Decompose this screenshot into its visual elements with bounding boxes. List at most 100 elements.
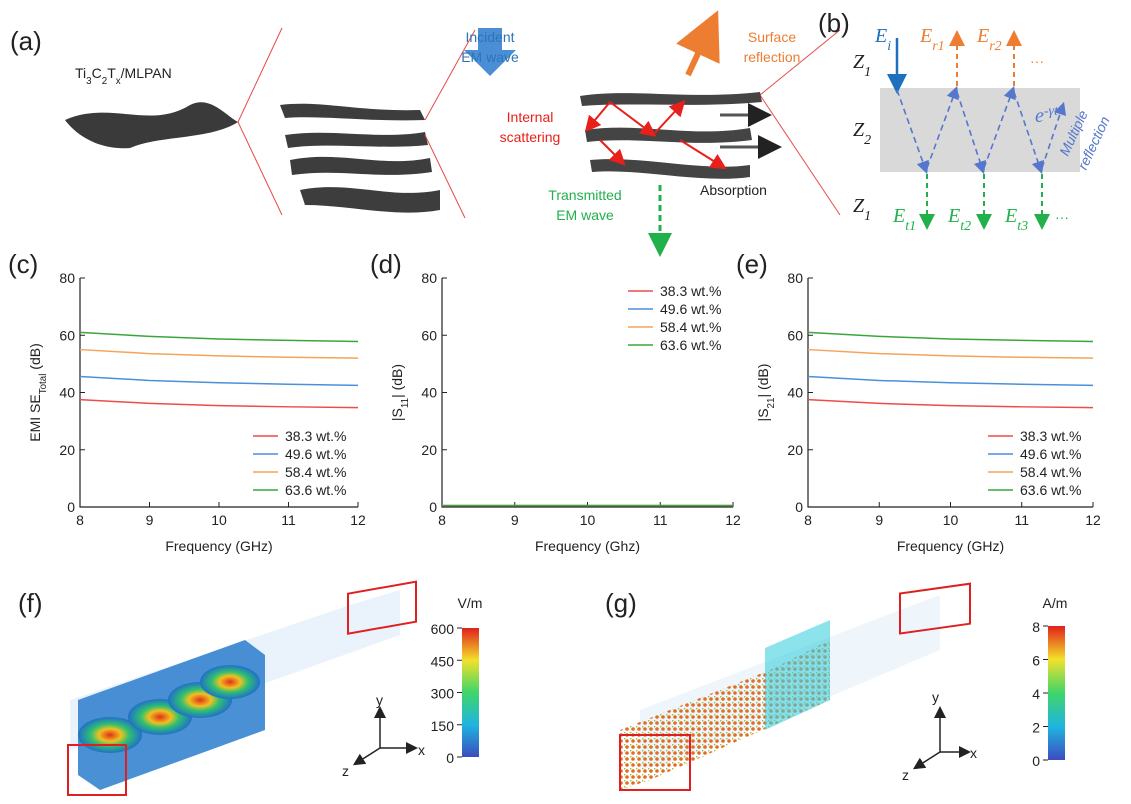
x-tick-label: 9 xyxy=(875,512,883,528)
text-part: T xyxy=(107,65,116,81)
x-tick-label: 9 xyxy=(511,512,519,528)
text-part: C xyxy=(92,65,102,81)
colorbar-unit: V/m xyxy=(458,595,483,611)
colorbar xyxy=(1048,626,1065,760)
scatter-arrows xyxy=(584,100,727,170)
transmitted-label: EM wave xyxy=(556,207,614,223)
e-label: Et1 xyxy=(892,205,916,234)
layer xyxy=(880,88,1080,172)
y-tick-label: 40 xyxy=(59,385,75,401)
x-tick-label: 12 xyxy=(350,512,366,528)
legend-label: 63.6 wt.% xyxy=(660,337,721,353)
x-tick-label: 8 xyxy=(804,512,812,528)
x-tick-label: 12 xyxy=(725,512,741,528)
text-part: /MLPAN xyxy=(121,65,172,81)
incident-label: EM wave xyxy=(461,49,519,65)
axis-label: z xyxy=(342,763,349,779)
bounce-arrows xyxy=(896,85,1067,175)
text-part: 2 xyxy=(864,133,871,148)
text-part: t2 xyxy=(960,219,971,234)
legend-label: 63.6 wt.% xyxy=(285,482,346,498)
axes-icon xyxy=(912,706,971,770)
y-tick-label: 20 xyxy=(421,442,437,458)
absorption-arrows xyxy=(720,103,782,159)
legend-label: 58.4 wt.% xyxy=(660,319,721,335)
legend-label: 49.6 wt.% xyxy=(660,301,721,317)
y-axis-label: EMI SETotal (dB) xyxy=(27,343,49,442)
text-part: Z xyxy=(853,195,865,217)
y-tick-label: 20 xyxy=(59,442,75,458)
colorbar-tick-label: 300 xyxy=(431,686,455,702)
text-part: EMI SE xyxy=(27,394,43,441)
y-tick-label: 40 xyxy=(421,385,437,401)
series-line xyxy=(807,398,1094,409)
text-part: r2 xyxy=(989,39,1001,54)
series-line xyxy=(807,348,1094,359)
legend-label: 38.3 wt.% xyxy=(285,428,346,444)
series-line xyxy=(79,348,359,359)
text-part: E xyxy=(874,25,887,47)
y-tick-label: 0 xyxy=(67,499,75,515)
colorbar-tick-label: 2 xyxy=(1032,720,1040,736)
legend-label: 49.6 wt.% xyxy=(285,446,346,462)
text-part: E xyxy=(947,205,960,227)
legend-label: 63.6 wt.% xyxy=(1020,482,1081,498)
panel-label: (b) xyxy=(818,8,850,38)
e-label: Er1 xyxy=(919,25,945,54)
axis-label: x xyxy=(418,742,425,758)
axes-icon xyxy=(352,706,418,766)
text-part: E xyxy=(976,25,989,47)
text-part: Ti xyxy=(75,65,86,81)
x-tick-label: 10 xyxy=(580,512,596,528)
x-tick-label: 10 xyxy=(211,512,227,528)
port xyxy=(899,582,971,635)
panel-label: (g) xyxy=(605,588,637,618)
x-tick-label: 11 xyxy=(281,512,296,528)
text-part: E xyxy=(919,25,932,47)
axis xyxy=(79,278,358,508)
text-part: 21 xyxy=(766,398,777,409)
y-tick-label: 60 xyxy=(787,327,803,343)
incident-arrow xyxy=(464,28,516,76)
text-part: Z xyxy=(853,51,865,73)
y-axis-label: |S11| (dB) xyxy=(389,364,411,421)
text-part: |S xyxy=(389,408,405,421)
scatter-flakes xyxy=(580,92,762,179)
internal-label: scattering xyxy=(500,129,561,145)
panel-label: (c) xyxy=(8,249,38,279)
colorbar-tick-label: 600 xyxy=(431,621,455,637)
text-part: t3 xyxy=(1017,219,1028,234)
text-part: |S xyxy=(755,408,771,421)
y-tick-label: 60 xyxy=(421,327,437,343)
e-label: Er2 xyxy=(976,25,1002,54)
port xyxy=(67,744,127,796)
port xyxy=(347,580,417,635)
panel-label: (a) xyxy=(10,26,42,56)
series-line xyxy=(807,331,1094,343)
x-tick-label: 9 xyxy=(146,512,154,528)
x-tick-label: 8 xyxy=(76,512,84,528)
text-part: 2 xyxy=(102,76,107,87)
material-label: Ti3C2Tx/MLPAN xyxy=(75,65,172,87)
legend-label: 38.3 wt.% xyxy=(1020,428,1081,444)
z-label: Z1 xyxy=(853,195,871,224)
axis-label: y xyxy=(932,689,939,705)
ellipsis: ··· xyxy=(1055,209,1069,225)
incident-label: Incident xyxy=(465,29,514,45)
surface-label: Surface xyxy=(748,29,796,45)
y-tick-label: 80 xyxy=(787,270,803,286)
port xyxy=(619,734,691,791)
text-part: Z xyxy=(853,119,865,141)
text-part: 3 xyxy=(86,76,92,87)
series-line xyxy=(79,375,359,387)
flake xyxy=(65,102,238,149)
text-part: t1 xyxy=(905,219,916,234)
x-tick-label: 12 xyxy=(1085,512,1101,528)
colorbar-unit: A/m xyxy=(1043,595,1068,611)
current-block xyxy=(765,620,830,730)
y-tick-label: 60 xyxy=(59,327,75,343)
series-line xyxy=(79,398,359,409)
legend-label: 38.3 wt.% xyxy=(660,283,721,299)
text-part: E xyxy=(1004,205,1017,227)
